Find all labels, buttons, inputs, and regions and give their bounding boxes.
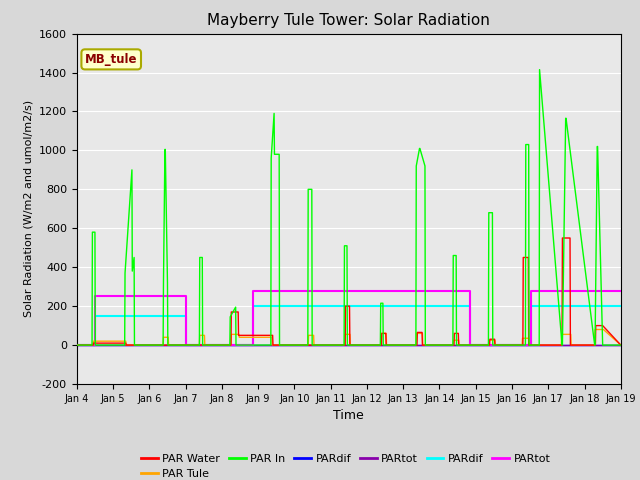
Text: MB_tule: MB_tule <box>85 53 138 66</box>
X-axis label: Time: Time <box>333 409 364 422</box>
Legend: PAR Water, PAR Tule, PAR In, PARdif, PARtot, PARdif, PARtot: PAR Water, PAR Tule, PAR In, PARdif, PAR… <box>137 449 555 480</box>
Title: Mayberry Tule Tower: Solar Radiation: Mayberry Tule Tower: Solar Radiation <box>207 13 490 28</box>
Y-axis label: Solar Radiation (W/m2 and umol/m2/s): Solar Radiation (W/m2 and umol/m2/s) <box>24 100 33 317</box>
